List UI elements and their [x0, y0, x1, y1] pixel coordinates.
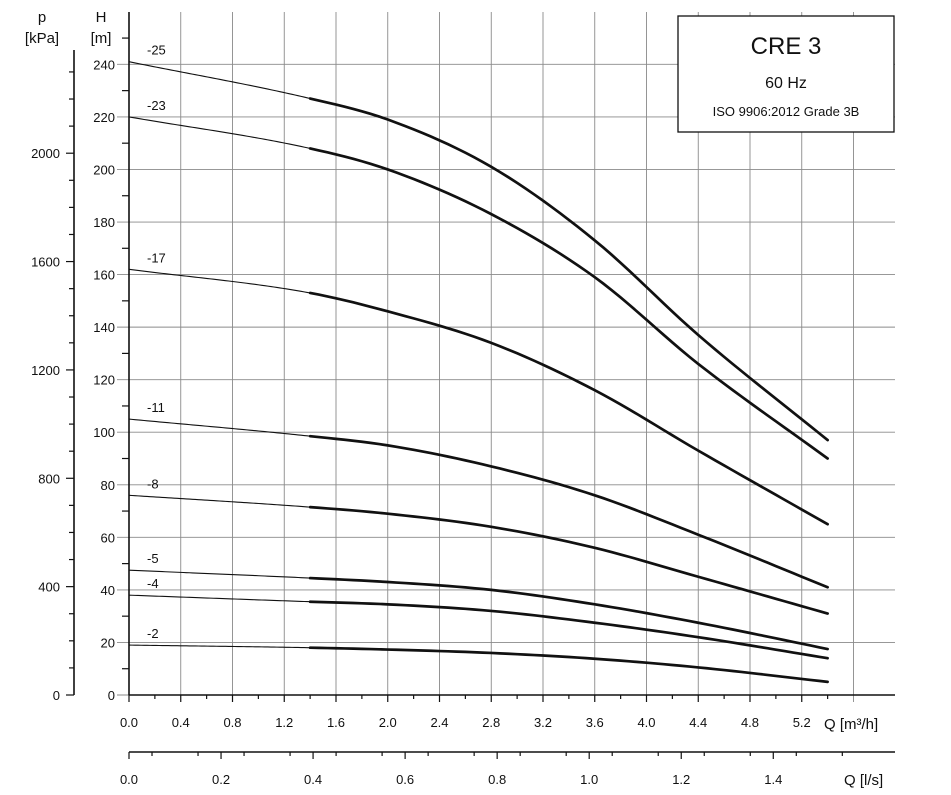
pressure-tick-label: 1600 — [31, 255, 60, 270]
flow-ls-axis-label: Q [l/s] — [844, 772, 883, 789]
chart-standard: ISO 9906:2012 Grade 3B — [713, 104, 860, 119]
flow-ls-tick-label: 0.4 — [304, 772, 322, 787]
pressure-tick-label: 400 — [38, 580, 60, 595]
flow-m3h-axis-label: Q [m³/h] — [824, 716, 878, 733]
chart-title: CRE 3 — [751, 33, 822, 60]
x-tick-label: 2.8 — [482, 715, 500, 730]
flow-ls-tick-label: 0.0 — [120, 772, 138, 787]
curve-low-flow-segment — [128, 61, 311, 100]
x-tick-label: 4.4 — [689, 715, 707, 730]
curve-low-flow-segment — [128, 268, 311, 294]
flow-ls-tick-label: 1.0 — [580, 772, 598, 787]
head-tick-label: 100 — [93, 425, 115, 440]
curve-low-flow-segment — [128, 418, 311, 437]
pressure-tick-label: 0 — [53, 688, 60, 703]
curve-operating-segment — [308, 646, 829, 684]
flow-ls-tick-label: 0.8 — [488, 772, 506, 787]
head-tick-label: 140 — [93, 320, 115, 335]
curve-label: -25 — [147, 43, 166, 58]
curve-label: -5 — [147, 551, 159, 566]
curve-label: -2 — [147, 626, 159, 641]
curve-low-flow-segment — [128, 569, 311, 579]
pressure-axis-symbol: p — [38, 9, 46, 26]
x-tick-label: 0.8 — [223, 715, 241, 730]
curve-label: -17 — [147, 250, 166, 265]
curve-operating-segment — [308, 97, 829, 442]
flow-ls-tick-label: 0.6 — [396, 772, 414, 787]
head-tick-label: 240 — [93, 57, 115, 72]
x-tick-label: 3.6 — [586, 715, 604, 730]
x-tick-label: 4.8 — [741, 715, 759, 730]
x-tick-label: 0.0 — [120, 715, 138, 730]
curve-low-flow-segment — [128, 494, 311, 508]
head-tick-label: 220 — [93, 110, 115, 125]
x-tick-label: 4.0 — [637, 715, 655, 730]
flow-ls-tick-label: 1.4 — [764, 772, 782, 787]
curve-low-flow-segment — [128, 594, 311, 603]
pressure-axis-unit: [kPa] — [25, 30, 59, 47]
head-tick-label: 160 — [93, 268, 115, 283]
x-tick-label: 5.2 — [793, 715, 811, 730]
x-tick-label: 3.2 — [534, 715, 552, 730]
head-tick-label: 60 — [101, 530, 115, 545]
x-tick-label: 0.4 — [172, 715, 190, 730]
head-axis-symbol: H — [96, 9, 107, 26]
pressure-tick-label: 800 — [38, 471, 60, 486]
curve-low-flow-segment — [128, 116, 311, 149]
curve-low-flow-segment — [128, 644, 311, 649]
x-tick-label: 2.4 — [430, 715, 448, 730]
x-tick-label: 2.0 — [379, 715, 397, 730]
chart-subtitle: 60 Hz — [765, 75, 807, 92]
x-tick-label: 1.2 — [275, 715, 293, 730]
axes: 0.0 0.4 0.8 1.2 1.6 2.0 2.4 2.8 3.2 3.6 4.0 4.4 4.8 5… — [31, 12, 895, 787]
curve-label: -8 — [147, 476, 159, 491]
head-tick-label: 0 — [108, 688, 115, 703]
pressure-tick-label: 1200 — [31, 363, 60, 378]
pressure-tick-label: 2000 — [31, 146, 60, 161]
head-tick-label: 180 — [93, 215, 115, 230]
head-tick-label: 20 — [101, 635, 115, 650]
x-tick-label: 1.6 — [327, 715, 345, 730]
curve-operating-segment — [308, 600, 829, 660]
curve-operating-segment — [308, 291, 829, 526]
curve-label: -23 — [147, 98, 166, 113]
flow-ls-tick-label: 0.2 — [212, 772, 230, 787]
curve-operating-segment — [308, 576, 829, 651]
head-tick-label: 200 — [93, 162, 115, 177]
head-tick-label: 40 — [101, 583, 115, 598]
curve-operating-segment — [308, 505, 829, 615]
head-axis-unit: [m] — [91, 30, 112, 47]
curve-operating-segment — [308, 147, 829, 460]
head-tick-label: 80 — [101, 478, 115, 493]
curve-label: -11 — [147, 400, 165, 415]
title-box: CRE 3 60 Hz ISO 9906:2012 Grade 3B — [677, 15, 895, 133]
curve-operating-segment — [308, 434, 829, 589]
head-tick-label: 120 — [93, 373, 115, 388]
flow-ls-tick-label: 1.2 — [672, 772, 690, 787]
performance-curves: -25 -23 -17 -11 -8 -5 -4 -2 — [128, 43, 829, 684]
curve-label: -4 — [147, 576, 159, 591]
